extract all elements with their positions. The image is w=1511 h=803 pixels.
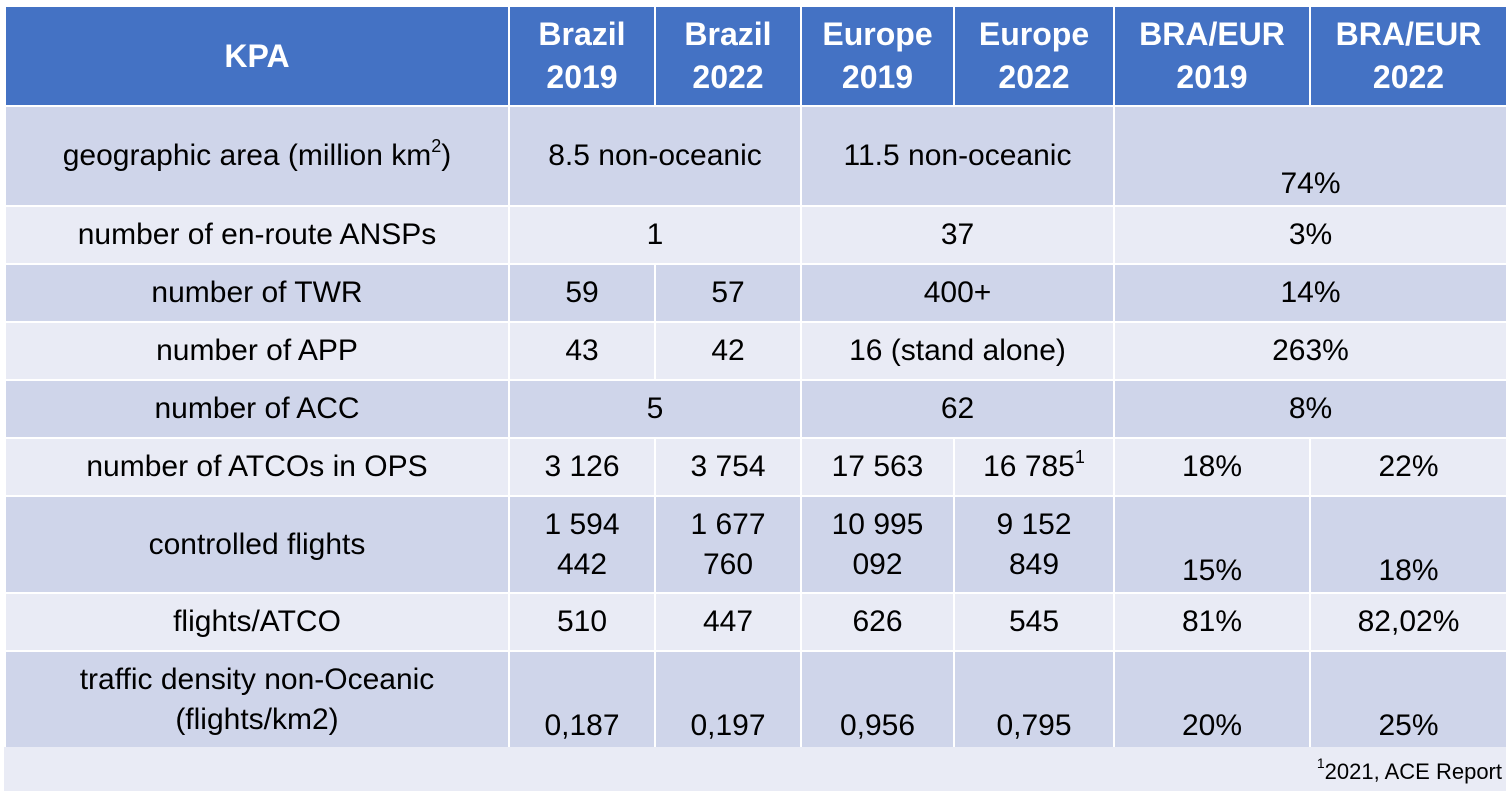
europe-2019-value: 10 995 092 <box>800 495 955 594</box>
brazil-2022-value: 42 <box>654 321 802 381</box>
ratio-2022-value: 22% <box>1309 437 1508 497</box>
header-bra-eur-2019: BRA/EUR 2019 <box>1113 5 1311 107</box>
europe-value: 11.5 non-oceanic <box>800 105 1115 207</box>
ratio-2019-value: 20% <box>1113 650 1311 749</box>
brazil-value: 5 <box>508 379 802 439</box>
kpa-label: number of APP <box>4 321 510 381</box>
row-controlled-flights: controlled flights 1 594 442 1 677 760 10 … <box>4 495 1508 594</box>
ratio-2019-value: 18% <box>1113 437 1311 497</box>
kpa-label: controlled flights <box>4 495 510 594</box>
kpa-comparison-table: KPA Brazil 2019 Brazil 2022 Europe 2019 Eur… <box>4 5 1508 749</box>
header-europe-2019: Europe 2019 <box>800 5 955 107</box>
brazil-value: 8.5 non-oceanic <box>508 105 802 207</box>
row-geographic-area: geographic area (million km2) 8.5 non-oc… <box>4 105 1508 207</box>
ratio-2022-value: 82,02% <box>1309 592 1508 652</box>
ratio-2019-value: 15% <box>1113 495 1311 594</box>
brazil-2022-value: 57 <box>654 263 802 323</box>
row-twr: number of TWR 59 57 400+ 14% <box>4 263 1508 323</box>
ratio-value: 3% <box>1113 205 1508 265</box>
ratio-value: 263% <box>1113 321 1508 381</box>
europe-2022-value: 16 7851 <box>953 437 1115 497</box>
europe-value: 16 (stand alone) <box>800 321 1115 381</box>
brazil-2022-value: 3 754 <box>654 437 802 497</box>
europe-2022-value: 0,795 <box>953 650 1115 749</box>
footnote-text: 12021, ACE Report <box>1316 754 1502 784</box>
brazil-2019-value: 43 <box>508 321 656 381</box>
brazil-2019-value: 1 594 442 <box>508 495 656 594</box>
europe-value: 37 <box>800 205 1115 265</box>
row-flights-atco: flights/ATCO 510 447 626 545 81% 82,02% <box>4 592 1508 652</box>
brazil-2019-value: 59 <box>508 263 656 323</box>
brazil-2019-value: 0,187 <box>508 650 656 749</box>
header-row: KPA Brazil 2019 Brazil 2022 Europe 2019 Eur… <box>4 5 1508 107</box>
row-acc: number of ACC 5 62 8% <box>4 379 1508 439</box>
header-kpa: KPA <box>4 5 510 107</box>
ratio-2022-value: 25% <box>1309 650 1508 749</box>
header-brazil-2022: Brazil 2022 <box>654 5 802 107</box>
header-europe-2022: Europe 2022 <box>953 5 1115 107</box>
europe-2022-value: 545 <box>953 592 1115 652</box>
header-bra-eur-2022: BRA/EUR 2022 <box>1309 5 1508 107</box>
ratio-value: 14% <box>1113 263 1508 323</box>
europe-2022-value: 9 152 849 <box>953 495 1115 594</box>
footnote-marker: 1 <box>1074 447 1085 467</box>
brazil-2019-value: 510 <box>508 592 656 652</box>
row-app: number of APP 43 42 16 (stand alone) 263… <box>4 321 1508 381</box>
brazil-2019-value: 3 126 <box>508 437 656 497</box>
kpa-label: flights/ATCO <box>4 592 510 652</box>
ratio-value: 74% <box>1113 105 1508 207</box>
header-brazil-2019: Brazil 2019 <box>508 5 656 107</box>
row-atcos: number of ATCOs in OPS 3 126 3 754 17 56… <box>4 437 1508 497</box>
kpa-label: number of TWR <box>4 263 510 323</box>
europe-2019-value: 0,956 <box>800 650 955 749</box>
kpa-label: number of en-route ANSPs <box>4 205 510 265</box>
ratio-2019-value: 81% <box>1113 592 1311 652</box>
brazil-2022-value: 0,197 <box>654 650 802 749</box>
brazil-2022-value: 447 <box>654 592 802 652</box>
brazil-value: 1 <box>508 205 802 265</box>
kpa-label: traffic density non-Oceanic (flights/km2) <box>4 650 510 749</box>
europe-2019-value: 17 563 <box>800 437 955 497</box>
europe-value: 400+ <box>800 263 1115 323</box>
kpa-label: geographic area (million km2) <box>4 105 510 207</box>
footnote-row: 12021, ACE Report <box>4 747 1506 791</box>
row-traffic-density: traffic density non-Oceanic (flights/km2)… <box>4 650 1508 749</box>
ratio-value: 8% <box>1113 379 1508 439</box>
kpa-label: number of ATCOs in OPS <box>4 437 510 497</box>
europe-value: 62 <box>800 379 1115 439</box>
row-ansps: number of en-route ANSPs 1 37 3% <box>4 205 1508 265</box>
ratio-2022-value: 18% <box>1309 495 1508 594</box>
kpa-label: number of ACC <box>4 379 510 439</box>
europe-2019-value: 626 <box>800 592 955 652</box>
brazil-2022-value: 1 677 760 <box>654 495 802 594</box>
